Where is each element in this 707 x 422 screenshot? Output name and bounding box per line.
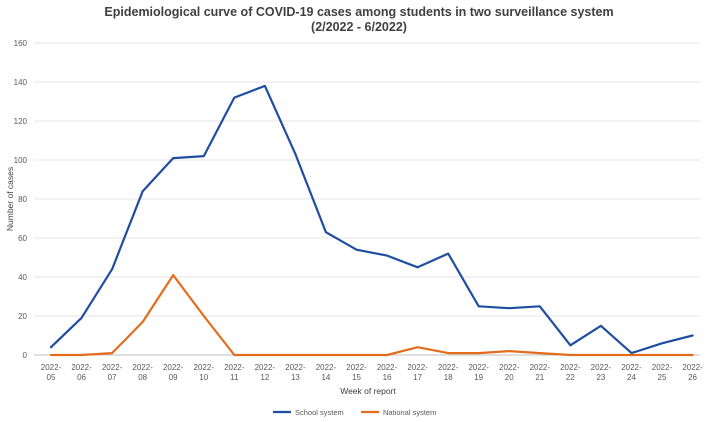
y-tick-label: 100 xyxy=(14,156,28,165)
y-tick-label: 0 xyxy=(23,351,28,360)
x-tick-label: 2022-17 xyxy=(407,363,428,382)
x-axis-label: Week of report xyxy=(340,386,396,396)
x-tick-label: 2022-14 xyxy=(316,363,337,382)
chart-subtitle: (2/2022 - 6/2022) xyxy=(311,20,407,34)
y-axis-ticks: 0 20 40 60 80 100 120 140 160 xyxy=(14,39,28,360)
x-tick-label: 2022-10 xyxy=(194,363,215,382)
x-tick-label: 2022-20 xyxy=(499,363,520,382)
chart-title: Epidemiological curve of COVID-19 cases … xyxy=(104,5,613,19)
x-tick-label: 2022-21 xyxy=(530,363,551,382)
y-tick-label: 80 xyxy=(18,195,27,204)
x-tick-label: 2022-26 xyxy=(682,363,703,382)
x-tick-label: 2022-12 xyxy=(255,363,276,382)
x-tick-label: 2022-18 xyxy=(438,363,459,382)
y-tick-label: 160 xyxy=(14,39,28,48)
legend-label: School system xyxy=(295,408,344,417)
y-tick-label: 140 xyxy=(14,78,28,87)
series-line-national-system xyxy=(49,274,694,357)
x-tick-label: 2022-16 xyxy=(377,363,398,382)
x-tick-label: 2022-24 xyxy=(621,363,642,382)
series-line-school-system xyxy=(49,84,694,355)
x-tick-label: 2022-11 xyxy=(224,363,245,382)
x-tick-label: 2022-25 xyxy=(652,363,673,382)
x-tick-label: 2022-13 xyxy=(285,363,306,382)
legend: School system National system xyxy=(273,408,436,417)
y-tick-label: 60 xyxy=(18,234,27,243)
x-tick-label: 2022-05 xyxy=(41,363,62,382)
x-axis-ticks: 2022-05 2022-06 2022-07 2022-08 2022-09 2022-… xyxy=(41,363,703,382)
y-tick-label: 120 xyxy=(14,117,28,126)
x-tick-label: 2022-09 xyxy=(163,363,184,382)
y-tick-label: 40 xyxy=(18,273,27,282)
x-tick-label: 2022-19 xyxy=(468,363,489,382)
x-tick-label: 2022-23 xyxy=(591,363,612,382)
x-tick-label: 2022-07 xyxy=(102,363,123,382)
legend-label: National system xyxy=(383,408,436,417)
x-tick-label: 2022-08 xyxy=(132,363,153,382)
series-lines xyxy=(49,84,694,357)
x-tick-label: 2022-15 xyxy=(346,363,367,382)
y-axis-label: Number of cases xyxy=(5,167,15,231)
gridlines xyxy=(34,42,700,356)
y-tick-label: 20 xyxy=(18,312,27,321)
x-tick-label: 2022-06 xyxy=(71,363,92,382)
x-tick-label: 2022-22 xyxy=(560,363,581,382)
